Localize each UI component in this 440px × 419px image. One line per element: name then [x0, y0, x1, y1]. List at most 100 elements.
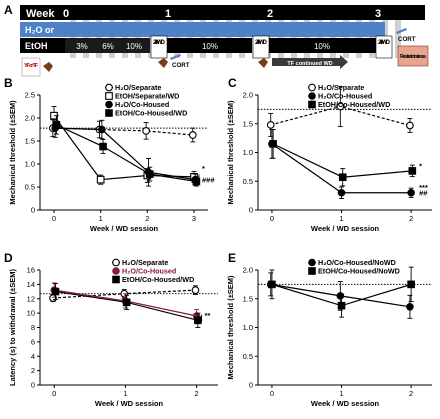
data-point	[112, 275, 120, 284]
x-tick-label: 2	[195, 389, 199, 398]
y-axis-title: Mechanical threshold (±SEM)	[226, 275, 235, 380]
data-point	[336, 102, 345, 111]
y-tick-label: 2.0	[243, 266, 253, 275]
y-tick-label: 1.5	[243, 119, 253, 128]
rat-icon-1	[43, 62, 53, 72]
data-point	[336, 292, 345, 300]
data-point	[51, 287, 60, 296]
y-tick-label: 12	[27, 294, 35, 303]
series-line	[56, 124, 197, 183]
y-tick-label: 0	[249, 381, 253, 390]
wd-label-1: 24 h WD	[153, 39, 166, 46]
week-tick-1: 1	[165, 8, 171, 20]
significance-mark: ###	[202, 175, 215, 184]
panel-e: E 0 0.5 1.0 1.5 2.0 0 1 2 Week / WD session Mecha…	[226, 251, 432, 408]
data-point	[191, 286, 200, 294]
legend-entry: H₂O/Separate	[122, 258, 168, 267]
tf-label: TF continued WD	[287, 61, 332, 67]
y-tick-label: 2.0	[243, 91, 253, 100]
panel-c: C 0 0.5 1.0 1.5 2.0 0 1 2 Week / WD session Mecha…	[226, 76, 432, 233]
x-tick-label: 1	[123, 389, 127, 398]
h2o-row-label-bg	[20, 22, 65, 37]
etoh-bar-week3	[268, 38, 376, 53]
y-tick-label: 4	[31, 352, 35, 361]
y-tick-label: 1.0	[25, 160, 35, 169]
data-point	[105, 83, 113, 92]
timeline-stripe	[395, 20, 401, 58]
cort-label-1: CORT	[172, 62, 190, 69]
yf-box	[21, 57, 41, 77]
x-tick-label: 2	[145, 214, 149, 223]
data-point	[98, 125, 106, 134]
data-point	[338, 173, 347, 182]
significance-mark: **	[205, 311, 211, 320]
etoh-row-label: EtOH	[25, 41, 48, 51]
data-point	[308, 267, 316, 275]
y-tick-label: 16	[27, 266, 35, 275]
pct-label-6: 6%	[102, 42, 114, 51]
y-tick-label: 0.5	[243, 352, 253, 361]
y-tick-label: 0	[31, 206, 35, 215]
h2o-row-label: H₂O or	[25, 25, 54, 35]
data-point	[112, 267, 120, 275]
data-point	[337, 301, 346, 310]
legend-entry: EtOH/Co-Housed/WD	[318, 100, 390, 109]
x-axis-title: Week / WD session	[311, 399, 380, 408]
week-tick-0: 0	[63, 8, 69, 20]
data-point	[52, 121, 61, 129]
legend-entry: EtOH/Co-Housed/WD	[122, 275, 194, 284]
data-point	[407, 280, 415, 289]
cort-label-2: CORT	[398, 36, 416, 43]
data-point	[406, 303, 414, 311]
data-point	[188, 131, 197, 139]
series-line	[53, 115, 195, 181]
series-line	[55, 127, 196, 181]
panel-b: B 0 0.5 1.0 1.5 2.0 2.5 0 1 2 3 Week / WD session M…	[4, 76, 215, 233]
y-tick-label: 0.5	[25, 183, 35, 192]
y-tick-label: 1.0	[243, 148, 253, 157]
data-point	[337, 188, 346, 197]
x-tick-label: 3	[192, 214, 196, 223]
etoh-row-label-bg	[20, 38, 65, 53]
data-point	[145, 170, 154, 178]
pct-label-3: 3%	[76, 42, 88, 51]
x-tick-label: 1	[339, 389, 343, 398]
data-point	[105, 109, 113, 117]
significance-mark: ***	[419, 183, 428, 192]
data-point	[308, 83, 316, 92]
y-tick-label: 1.5	[243, 294, 253, 303]
y-tick-label: 1.5	[25, 137, 35, 146]
data-point	[407, 188, 415, 197]
x-axis-title: Week / WD session	[95, 399, 164, 408]
data-point	[142, 127, 150, 135]
data-point	[99, 142, 107, 151]
y-tick-label: 10	[27, 309, 35, 318]
data-point	[268, 280, 276, 289]
legend-entry: H₂O/Co-Housed	[318, 92, 372, 101]
x-axis-title: Week / WD session	[90, 224, 159, 233]
y-axis-title: Mechanical threshold (±SEM)	[8, 100, 17, 205]
h2o-bar	[65, 22, 385, 37]
etoh-bar-week1	[65, 38, 150, 53]
significance-mark: ##	[419, 189, 428, 198]
y-tick-label: 2.0	[25, 114, 35, 123]
data-point	[194, 316, 202, 325]
yf-label: YF or TF	[24, 63, 39, 69]
y-tick-label: 0.5	[243, 177, 253, 186]
y-tick-label: 2.5	[25, 91, 35, 100]
y-tick-label: 2	[31, 366, 35, 375]
significance-mark: *	[202, 164, 205, 173]
legend-entry: H₂O/Separate	[115, 83, 161, 92]
data-point	[308, 100, 316, 109]
legend-entry: EtOH/Separate/WD	[115, 92, 179, 101]
y-tick-label: 8	[31, 323, 35, 332]
y-axis-title: Latency (s) to withdrawal (±SEM)	[8, 268, 17, 386]
week-tick-2: 2	[267, 8, 273, 20]
panel-letter-b: B	[4, 76, 13, 90]
data-point	[308, 258, 316, 267]
x-tick-label: 0	[270, 214, 274, 223]
data-point	[122, 298, 131, 307]
y-tick-label: 0	[31, 381, 35, 390]
panel-letter-d: D	[4, 251, 13, 265]
